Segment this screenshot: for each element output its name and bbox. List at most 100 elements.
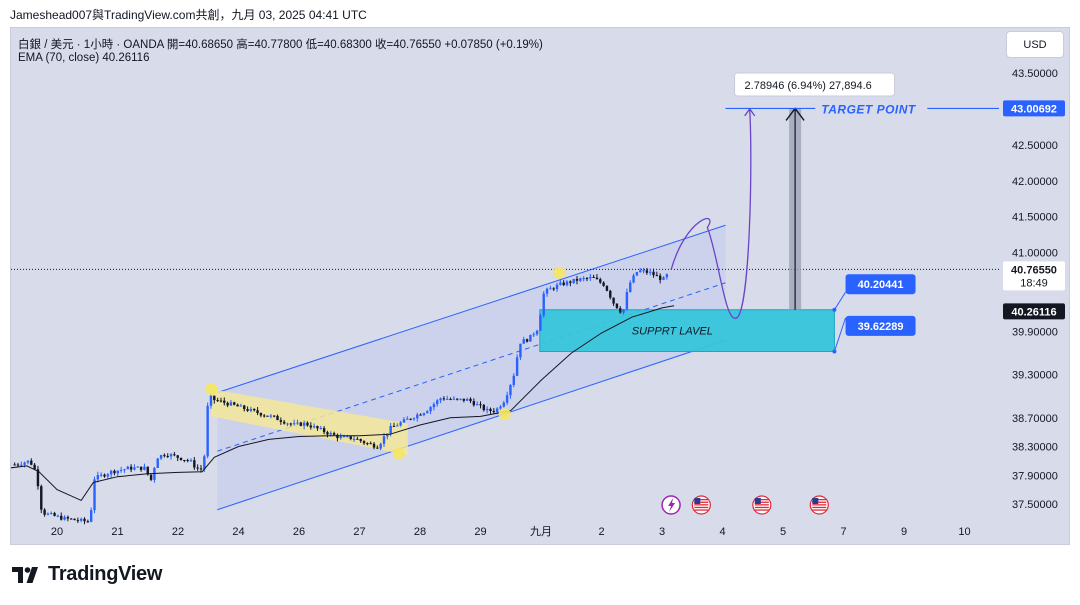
candle-body (499, 406, 502, 409)
candle-body (479, 404, 482, 406)
candle-body (43, 509, 46, 515)
candle-body (106, 474, 110, 477)
candle-body (163, 455, 166, 457)
time-tick-label: 21 (111, 526, 123, 538)
candle-body (439, 398, 442, 401)
candle-body (56, 515, 60, 517)
candle-body (53, 513, 56, 516)
candle-body (259, 413, 263, 416)
zone-top-price-label-bg (845, 274, 916, 295)
time-tick-label: 7 (840, 526, 846, 538)
zone-bottom-price-label-bg (845, 315, 916, 336)
time-tick-label: 26 (293, 526, 305, 538)
candle-body (662, 277, 665, 280)
candle-body (233, 402, 236, 405)
pivot-marker (392, 447, 405, 460)
pivot-marker (498, 408, 511, 421)
candle-body (286, 423, 289, 425)
candle-body (99, 474, 103, 476)
price-tick-label: 41.50000 (1012, 212, 1058, 224)
candle-body (665, 274, 669, 278)
candle-body (113, 470, 116, 474)
candle-body (579, 278, 582, 281)
candle-body (462, 398, 466, 401)
candle-body (658, 275, 662, 280)
candle-body (575, 278, 579, 281)
candle-body (545, 288, 549, 294)
candle-body (186, 460, 189, 462)
candle-body (605, 285, 609, 291)
candle-body (426, 411, 429, 414)
zone-bottom-connector (833, 317, 847, 352)
candle-body (535, 330, 539, 335)
candle-body (209, 395, 213, 406)
candle-body (339, 436, 342, 439)
target-label: TARGET POINT (821, 102, 917, 116)
event-us-flag-icon (691, 495, 711, 515)
candle-body (329, 433, 332, 435)
candle-body (639, 270, 642, 273)
candle-body (219, 400, 223, 402)
ema-price-tag-bg (1003, 303, 1065, 320)
candle-body (525, 339, 529, 342)
price-tick-label: 39.30000 (1012, 370, 1058, 382)
candle-body (36, 469, 40, 487)
candle-body (179, 457, 183, 461)
candle-body (126, 466, 129, 470)
price-tick-label: 37.90000 (1012, 470, 1058, 482)
price-tick-label: 42.50000 (1012, 140, 1058, 152)
pivot-marker (553, 266, 566, 279)
candle-body (342, 436, 346, 438)
tradingview-logo[interactable]: TradingView (12, 563, 162, 586)
candle-body (20, 464, 23, 466)
candle-body (26, 460, 30, 463)
candle-body (619, 308, 622, 313)
price-axis: 43.50000 42.50000 42.00000 41.50000 41.00000… (1003, 68, 1065, 511)
candle-body (63, 516, 66, 520)
candle-body (412, 418, 416, 420)
price-tick-label: 38.70000 (1012, 413, 1058, 425)
candle-body (149, 474, 153, 480)
price-tick-label: 41.00000 (1012, 248, 1058, 260)
candle-body (492, 410, 496, 413)
candle-body (505, 395, 509, 403)
candle-body (465, 398, 469, 401)
candle-body (472, 401, 476, 406)
bull-flag-zone (211, 389, 408, 456)
candle-body (272, 415, 276, 417)
candle-body (552, 288, 555, 290)
candle-body (236, 404, 239, 407)
measure-info-text: 2.78946 (6.94%) 27,894.6 (745, 80, 872, 92)
candle-body (485, 408, 489, 411)
candle-body (70, 518, 73, 520)
candle-body (592, 276, 595, 278)
candle-body (73, 518, 76, 521)
price-tick-label: 43.50000 (1012, 68, 1058, 80)
candle-body (562, 282, 565, 286)
candle-body (529, 334, 532, 342)
ema-legend: EMA (70, close) 40.26116 (18, 52, 150, 64)
candle-body (396, 425, 399, 427)
candle-body (123, 469, 126, 471)
candle-body (239, 405, 243, 407)
candle-body (312, 426, 316, 428)
candle-body (356, 438, 359, 440)
currency-button[interactable]: USD (1006, 31, 1064, 58)
zone-bottom-price-label: 39.62289 (858, 321, 904, 333)
chart-caption: Jameshead007與TradingView.com共創，九月 03, 20… (10, 8, 367, 22)
candle-body (263, 415, 266, 417)
candle-body (319, 428, 322, 430)
time-tick-label: 27 (353, 526, 365, 538)
candle-body (459, 398, 462, 400)
zone-bottom-dot (832, 349, 837, 354)
support-zone (539, 309, 835, 353)
candle-body (30, 460, 33, 465)
candle-body (549, 288, 552, 290)
candles (13, 267, 669, 525)
candle-body (289, 423, 293, 425)
channel-upper-line (217, 224, 726, 394)
candle-body (156, 458, 159, 468)
candle-body (76, 520, 80, 522)
candle-body (33, 464, 36, 470)
